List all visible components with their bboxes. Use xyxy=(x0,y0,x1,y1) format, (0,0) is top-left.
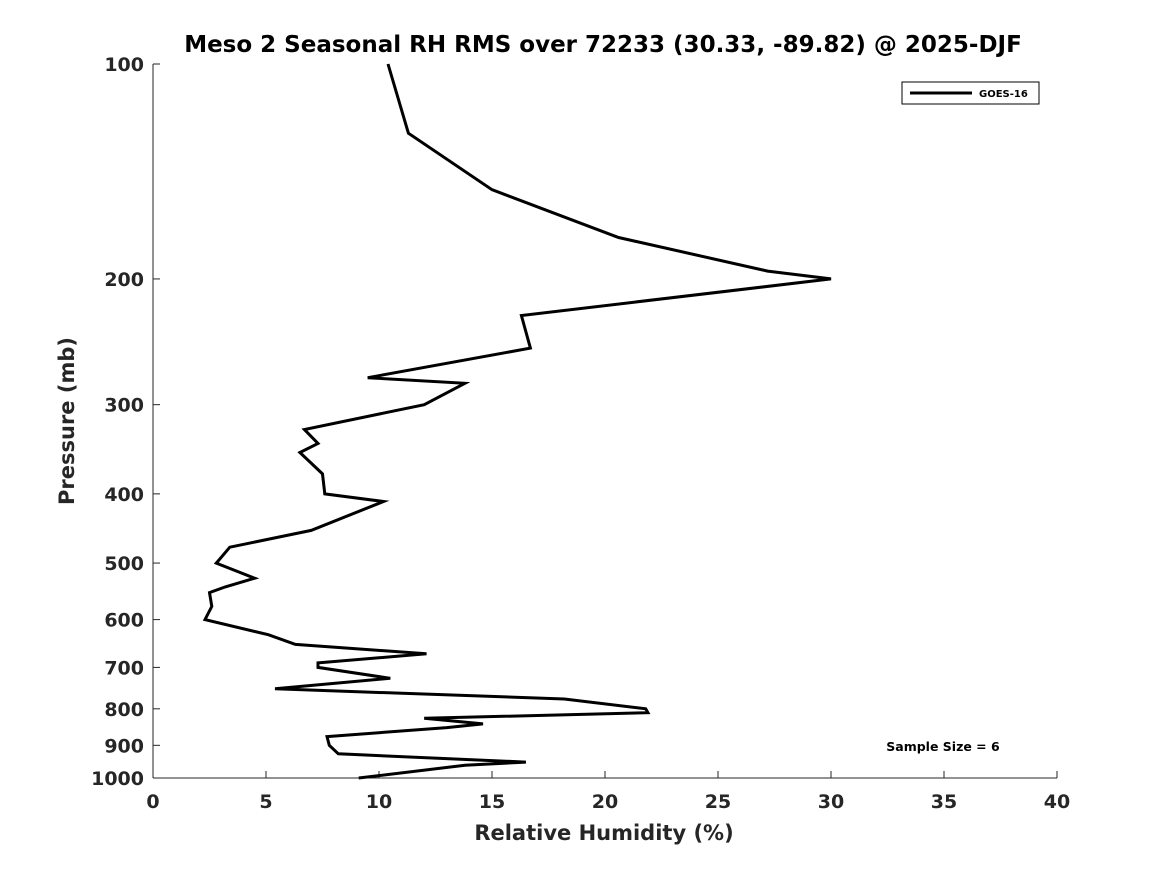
legend: GOES-16 xyxy=(901,81,1040,105)
x-tick-label: 35 xyxy=(931,791,957,813)
y-ticks: 100 200 300 400 500 600 700 800 900 1000 xyxy=(91,54,160,790)
x-tick-label: 25 xyxy=(705,791,731,813)
x-tick-label: 20 xyxy=(592,791,618,813)
y-tick-label: 200 xyxy=(104,269,144,291)
x-tick-label: 40 xyxy=(1044,791,1070,813)
y-tick-label: 700 xyxy=(104,657,144,679)
y-tick-label: 400 xyxy=(104,484,144,506)
x-tick-label: 5 xyxy=(259,791,272,813)
y-tick-label: 300 xyxy=(104,395,144,417)
x-ticks: 0 5 10 15 20 25 30 35 40 xyxy=(146,771,1070,813)
y-tick-label: 600 xyxy=(104,610,144,632)
series-line-goes-16 xyxy=(202,63,832,780)
y-tick-label: 800 xyxy=(104,699,144,721)
x-tick-label: 15 xyxy=(479,791,505,813)
series-layer xyxy=(202,63,832,780)
x-tick-label: 0 xyxy=(146,791,159,813)
y-tick-label: 100 xyxy=(104,54,144,76)
x-tick-label: 10 xyxy=(366,791,392,813)
chart-title: Meso 2 Seasonal RH RMS over 72233 (30.33… xyxy=(184,32,1022,58)
x-axis-label: Relative Humidity (%) xyxy=(474,821,733,845)
axes xyxy=(152,64,1057,779)
y-tick-label: 500 xyxy=(104,553,144,575)
y-axis-label: Pressure (mb) xyxy=(55,337,79,505)
y-tick-label: 1000 xyxy=(91,768,144,790)
sample-size-annotation: Sample Size = 6 xyxy=(886,739,1000,754)
legend-label: GOES-16 xyxy=(979,89,1028,100)
y-tick-label: 900 xyxy=(104,735,144,757)
x-tick-label: 30 xyxy=(818,791,844,813)
